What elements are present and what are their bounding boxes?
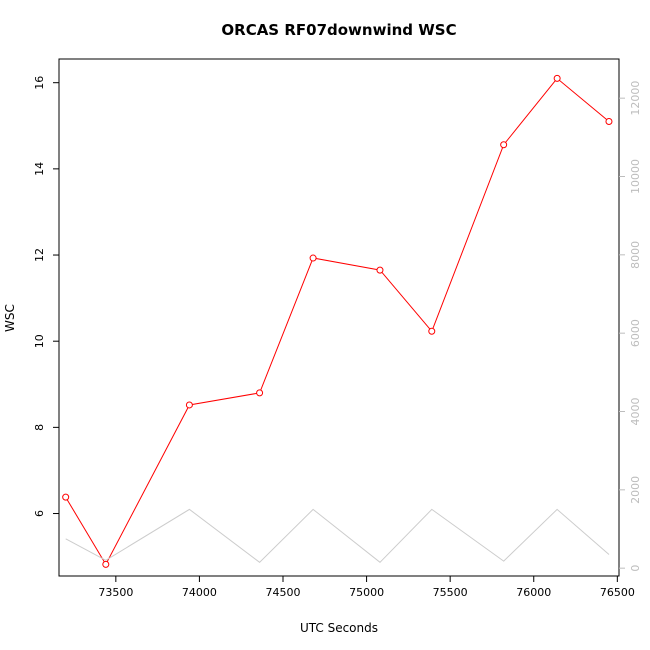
wsc-data-point [256,389,264,397]
plot-frame [58,58,620,577]
y-axis-label: WSC [3,304,17,332]
y2-axis: 0 2000 4000 6000 8000 10000 12000 [619,81,642,572]
wsc-data-point [605,117,613,125]
x-axis: 73500 74000 74500 75000 75500 76000 76500 [98,576,635,599]
wsc-data-point [553,74,561,82]
x-tick-label: 75500 [433,586,468,599]
x-tick-label: 74000 [182,586,217,599]
x-tick-label: 76000 [516,586,551,599]
wsc-data-point [185,401,193,409]
x-tick-label: 75000 [349,586,384,599]
y2-tick-label: 0 [629,565,642,572]
y2-tick-label: 12000 [629,81,642,116]
y-tick-label: 14 [33,162,46,176]
wsc-data-point [376,266,384,274]
y2-tick-label: 4000 [629,398,642,426]
x-tick-label: 76500 [600,586,635,599]
y2-tick-label: 6000 [629,319,642,347]
y-tick-label: 16 [33,76,46,90]
y-axis: 6 8 10 12 14 16 [33,76,59,517]
wsc-data-point [309,254,317,262]
y2-tick-label: 10000 [629,159,642,194]
secondary-series-line [65,508,610,563]
y2-tick-label: 2000 [629,476,642,504]
wsc-data-point [102,560,110,568]
wsc-series-line [65,77,610,566]
x-tick-label: 73500 [98,586,133,599]
y-tick-label: 10 [33,334,46,348]
y-tick-label: 6 [33,510,46,517]
y-tick-label: 8 [33,424,46,431]
y2-tick-label: 8000 [629,241,642,269]
x-tick-label: 74500 [266,586,301,599]
wsc-data-point [428,327,436,335]
chart-title: ORCAS RF07downwind WSC [221,21,456,39]
wsc-data-point [62,493,70,501]
y-tick-label: 12 [33,248,46,262]
wsc-data-point [500,141,508,149]
series-layer [62,74,613,568]
x-axis-label: UTC Seconds [300,621,378,635]
